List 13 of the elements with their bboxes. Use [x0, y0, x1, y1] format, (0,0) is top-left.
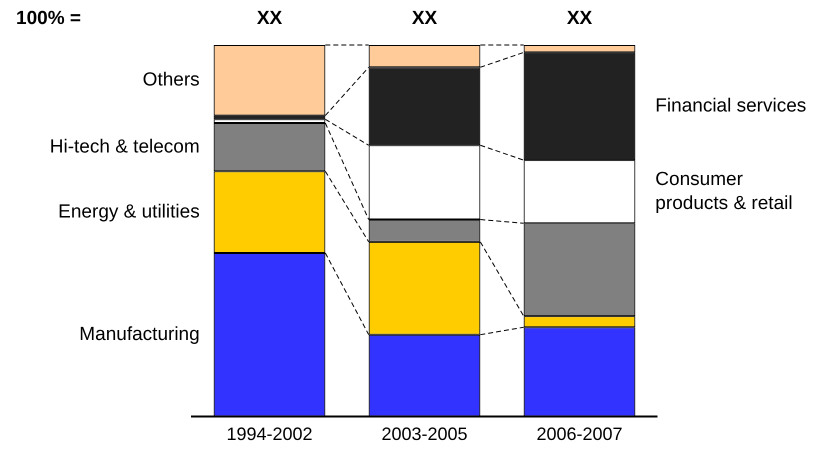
series-label: Others — [142, 70, 200, 91]
x-tick-label: 2003-2005 — [381, 424, 468, 444]
text: 100% = — [16, 8, 81, 30]
x-tick-label: 2006-2007 — [536, 424, 623, 444]
total-label: XX — [566, 8, 592, 30]
series-label: Consumer products & retail — [655, 168, 793, 214]
series-label: Financial services — [655, 96, 806, 117]
series-label: Energy & utilities — [58, 201, 200, 222]
total-label: XX — [412, 8, 438, 30]
series-label: Manufacturing — [79, 324, 200, 345]
x-tick-label: 1994-2002 — [226, 424, 313, 444]
series-label: Hi-tech & telecom — [50, 136, 200, 158]
total-label: XX — [256, 8, 282, 30]
